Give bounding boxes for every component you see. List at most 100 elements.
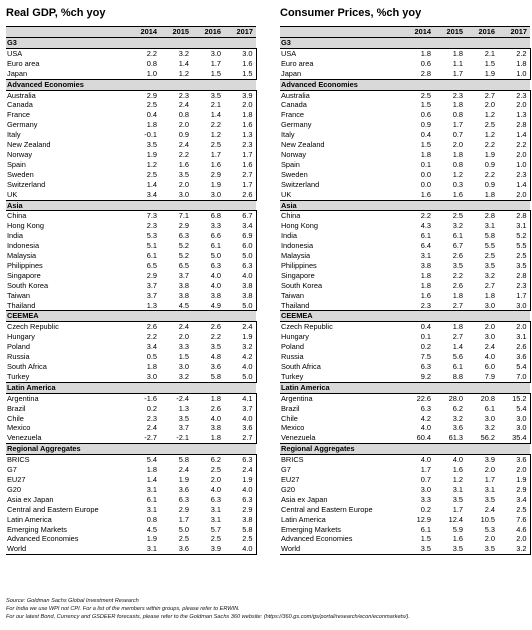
value-cell: 3.3 [210, 221, 221, 231]
value-cell: 2.4 [146, 423, 157, 433]
row-label: Thailand [6, 300, 128, 312]
panel-title: Consumer Prices, %ch yoy [280, 7, 422, 19]
table-row: Hong Kong 4.3 3.2 3.1 3.1 [280, 221, 531, 232]
table-row: Russia 7.5 5.6 4.0 3.6 [280, 352, 531, 362]
value-cell: 0.9 [484, 179, 495, 189]
value-cell: 3.7 [178, 270, 189, 280]
row-label: Mexico [281, 423, 305, 433]
value-cell: 4.0 [420, 423, 431, 433]
value-cell: 2.5 [498, 251, 531, 261]
value-cell: 1.8 [452, 290, 463, 300]
value-cell: 2.6 [146, 322, 157, 332]
row-label: USA [7, 48, 23, 58]
section-header-row: Regional Aggregates [6, 443, 256, 456]
value-cell: 1.5 [224, 68, 257, 80]
value-cell: 3.1 [452, 484, 463, 494]
row-label: Euro area [7, 58, 40, 68]
value-cell: 2.4 [484, 504, 495, 514]
value-cell: 1.8 [452, 100, 463, 110]
row-label: Indonesia [7, 241, 40, 251]
table-row: EU27 0.7 1.2 1.7 1.9 [280, 474, 531, 485]
table-row: World 3.5 3.5 3.5 3.2 [280, 544, 531, 556]
row-label: Advanced Economies [7, 534, 79, 544]
value-cell: 2.9 [178, 504, 189, 514]
value-cell: 2.6 [210, 403, 221, 413]
value-cell: 6.1 [210, 241, 221, 251]
value-cell: 1.7 [452, 504, 463, 514]
row-label: Chile [281, 413, 298, 423]
value-cell: 6.1 [420, 231, 431, 241]
value-cell: 1.9 [178, 474, 189, 484]
value-cell: 0.4 [146, 110, 157, 120]
section-title: Regional Aggregates [6, 443, 256, 456]
value-cell: 2.5 [210, 534, 221, 544]
section-header-row: Advanced Economies [280, 78, 530, 91]
value-cell: 1.6 [224, 159, 257, 170]
row-label: USA [281, 48, 297, 58]
value-cell: 20.8 [480, 393, 495, 403]
row-label: Taiwan [281, 290, 305, 300]
table-row: Hungary 2.2 2.0 2.2 1.9 [6, 332, 257, 343]
table-row: UK 3.4 3.0 3.0 2.6 [6, 189, 257, 201]
value-cell: 3.4 [146, 342, 157, 352]
table-row: EU27 1.4 1.9 2.0 1.9 [6, 474, 257, 485]
value-cell: 4.0 [224, 270, 257, 281]
forecast-note: For our latest Bond, Currency and GSDEER… [6, 613, 410, 620]
row-label: Argentina [7, 393, 39, 403]
table-row: Argentina -1.6 -2.4 1.8 4.1 [6, 393, 257, 404]
value-cell: 3.7 [178, 423, 189, 433]
table-row: BRICS 4.0 4.0 3.9 3.6 [280, 454, 531, 466]
table-row: G7 1.7 1.6 2.0 2.0 [280, 465, 531, 475]
value-cell: 1.5 [420, 140, 431, 150]
value-cell: 3.5 [402, 544, 434, 556]
value-cell: 1.8 [420, 149, 431, 159]
value-cell: 6.1 [452, 362, 463, 371]
value-cell: 2.2 [420, 211, 431, 221]
row-label: World [280, 544, 402, 556]
value-cell: 5.0 [178, 524, 189, 534]
table-row: Switzerland 0.0 0.3 0.9 1.4 [280, 179, 531, 190]
row-label: South Africa [281, 362, 321, 371]
row-label: South Korea [281, 280, 323, 290]
value-cell: 3.2 [484, 423, 495, 433]
value-cell: 3.1 [420, 251, 431, 261]
value-cell: 2.9 [178, 221, 189, 231]
row-label: Sweden [281, 169, 308, 179]
footnotes: Source: Goldman Sachs Global Investment … [6, 598, 410, 621]
table-row: Euro area 0.8 1.4 1.7 1.6 [6, 58, 257, 69]
year-header: 2016 [192, 26, 224, 38]
value-cell: 1.6 [224, 58, 257, 69]
value-cell: -2.4 [176, 393, 189, 403]
value-cell: 2.1 [484, 48, 495, 58]
value-cell: 5.2 [178, 241, 189, 251]
row-label: New Zealand [281, 140, 325, 150]
value-cell: 3.5 [484, 494, 495, 504]
value-cell: 2.2 [484, 169, 495, 179]
header-corner [6, 26, 128, 38]
value-cell: 6.0 [484, 362, 495, 371]
value-cell: 5.0 [224, 251, 257, 261]
row-label: Singapore [7, 270, 41, 280]
value-cell: 3.5 [210, 90, 221, 100]
section-title: Advanced Economies [280, 78, 530, 91]
row-label: G7 [7, 465, 17, 475]
value-cell: 6.3 [420, 403, 431, 413]
value-cell: 1.9 [146, 534, 157, 544]
value-cell: 3.5 [210, 342, 221, 352]
row-label: Italy [7, 130, 21, 140]
section-title: CEEMEA [6, 310, 256, 323]
value-cell: 1.0 [128, 68, 160, 80]
table-row: Chile 2.3 3.5 4.0 4.0 [6, 413, 257, 424]
value-cell: 2.4 [224, 321, 257, 333]
row-label: Norway [281, 149, 307, 159]
value-cell: 2.0 [484, 465, 495, 475]
value-cell: 2.6 [210, 322, 221, 332]
row-label: South Africa [7, 362, 47, 371]
row-label: Hong Kong [281, 221, 318, 231]
value-cell: 6.4 [420, 241, 431, 251]
table-row: Emerging Markets 6.1 5.9 5.3 4.6 [280, 524, 531, 535]
value-cell: 1.5 [420, 100, 431, 110]
table-row: Chile 4.2 3.2 3.0 3.0 [280, 413, 531, 424]
year-header: 2016 [466, 26, 498, 38]
table-row: Norway 1.9 2.2 1.7 1.7 [6, 149, 257, 160]
